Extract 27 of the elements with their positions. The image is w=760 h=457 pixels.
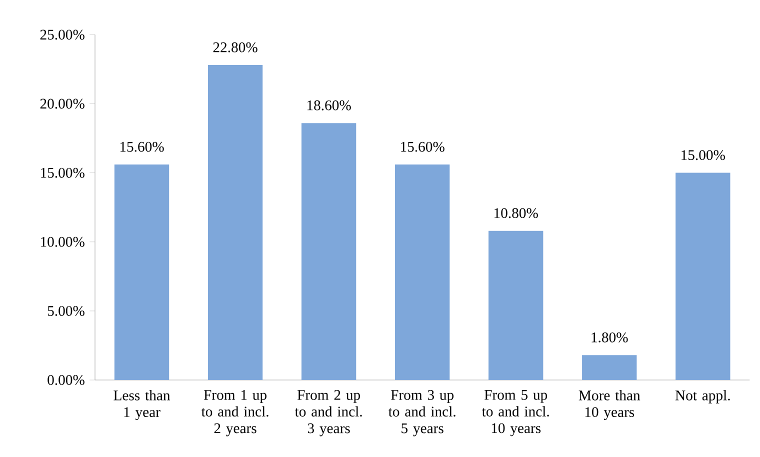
x-tick-label: From 3 up to and incl. 5 years	[388, 390, 456, 436]
bar	[114, 164, 170, 380]
bar	[488, 230, 544, 380]
x-tick-label: From 1 up to and incl. 2 years	[201, 390, 268, 436]
bar	[676, 172, 730, 380]
y-tick-label: 0.00%	[48, 375, 84, 385]
x-tick-label: From 2 up to and incl. 3 years	[294, 390, 362, 436]
y-tick-label: 5.00%	[48, 306, 84, 316]
y-tick-label: 15.00%	[41, 168, 84, 178]
data-label: 1.80%	[592, 332, 628, 342]
data-label: 22.80%	[213, 42, 258, 52]
data-label: 18.60%	[307, 100, 351, 110]
x-tick-label: Less than 1 year	[114, 390, 170, 420]
x-tick-label: More than 10 years	[578, 390, 640, 420]
bar	[301, 123, 356, 380]
y-tick-label: 25.00%	[40, 30, 84, 40]
x-tick-label: Not appl.	[675, 390, 730, 404]
y-tick-label: 20.00%	[40, 98, 84, 109]
x-tick-label: From 5 up to and incl. 10 years	[482, 390, 549, 436]
bar	[208, 65, 263, 380]
data-label: 15.00%	[682, 150, 726, 160]
bar	[582, 355, 637, 380]
data-label: 15.60%	[120, 142, 164, 152]
bar	[394, 164, 450, 380]
y-tick-label: 10.00%	[41, 236, 84, 247]
data-label: 15.60%	[401, 142, 444, 152]
data-label: 10.80%	[494, 208, 538, 218]
